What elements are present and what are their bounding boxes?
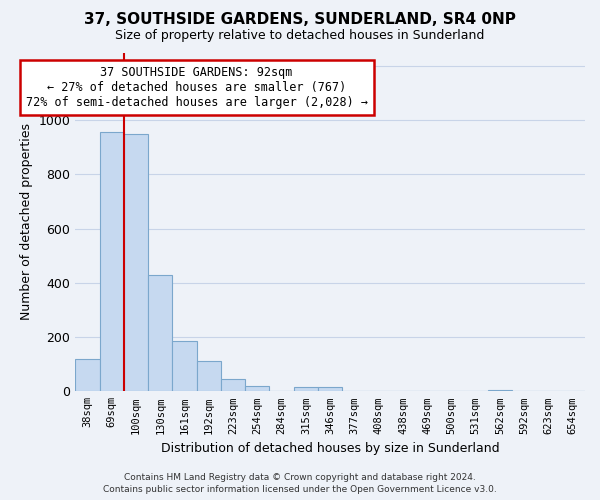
X-axis label: Distribution of detached houses by size in Sunderland: Distribution of detached houses by size …	[161, 442, 499, 455]
Text: 37, SOUTHSIDE GARDENS, SUNDERLAND, SR4 0NP: 37, SOUTHSIDE GARDENS, SUNDERLAND, SR4 0…	[84, 12, 516, 28]
Bar	[124, 134, 148, 392]
Bar	[318, 387, 342, 392]
Y-axis label: Number of detached properties: Number of detached properties	[20, 124, 33, 320]
Bar	[75, 359, 100, 392]
Bar	[148, 275, 172, 392]
Bar	[172, 341, 197, 392]
Bar	[294, 387, 318, 392]
Bar	[197, 361, 221, 392]
Bar	[221, 378, 245, 392]
Text: Contains HM Land Registry data © Crown copyright and database right 2024.
Contai: Contains HM Land Registry data © Crown c…	[103, 472, 497, 494]
Bar	[100, 132, 124, 392]
Text: Size of property relative to detached houses in Sunderland: Size of property relative to detached ho…	[115, 29, 485, 42]
Bar	[245, 386, 269, 392]
Bar	[488, 390, 512, 392]
Text: 37 SOUTHSIDE GARDENS: 92sqm
← 27% of detached houses are smaller (767)
72% of se: 37 SOUTHSIDE GARDENS: 92sqm ← 27% of det…	[26, 66, 368, 109]
